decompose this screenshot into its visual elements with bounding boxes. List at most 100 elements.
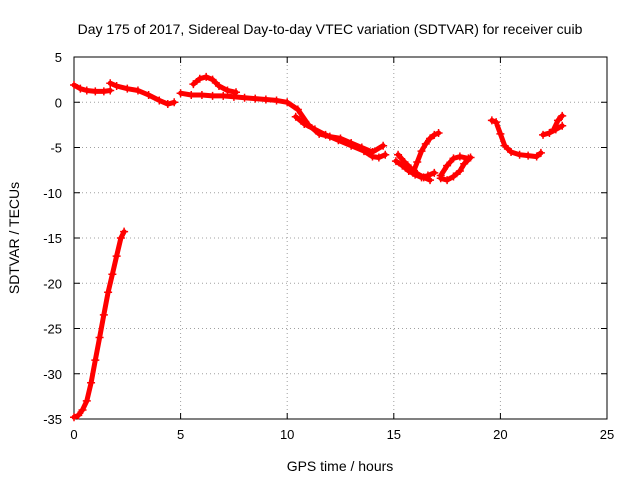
x-tick-label: 0 — [70, 427, 77, 442]
y-tick-label: -25 — [43, 322, 62, 337]
data-point — [91, 356, 100, 365]
data-point — [443, 161, 452, 170]
data-point — [430, 168, 439, 177]
data-point — [133, 86, 142, 95]
data-point — [91, 87, 100, 96]
data-point — [189, 80, 198, 89]
data-point — [123, 84, 132, 93]
data-point — [95, 333, 104, 342]
x-tick-label: 20 — [493, 427, 507, 442]
data-point — [112, 81, 121, 90]
data-point — [417, 147, 426, 156]
data-point — [515, 150, 524, 159]
data-point — [208, 91, 217, 100]
data-point — [496, 129, 505, 138]
data-point — [449, 154, 458, 163]
y-tick-label: -5 — [50, 141, 62, 156]
data-point — [202, 72, 211, 81]
data-point — [507, 148, 516, 157]
chart-title: Day 175 of 2017, Sidereal Day-to-day VTE… — [78, 21, 583, 37]
y-tick-labels: 5 0 -5 -10 -15 -20 -25 -30 -35 — [43, 50, 62, 427]
data-point — [532, 152, 541, 161]
data-point — [261, 95, 270, 104]
data-point — [436, 174, 445, 183]
data-point — [197, 91, 206, 100]
series-arc-h — [408, 129, 443, 177]
y-tick-label: -20 — [43, 276, 62, 291]
data-point — [549, 125, 558, 134]
data-point — [434, 129, 443, 138]
data-point — [487, 116, 496, 125]
data-point — [455, 167, 464, 176]
data-point — [524, 151, 533, 160]
data-point — [421, 139, 430, 148]
data-point — [82, 396, 91, 405]
data-point — [272, 96, 281, 105]
data-point — [492, 118, 501, 127]
data-point — [74, 411, 83, 420]
x-axis-title: GPS time / hours — [287, 458, 394, 474]
x-tick-label: 25 — [600, 427, 614, 442]
data-point — [500, 141, 509, 150]
data-point — [558, 121, 567, 130]
data-point — [232, 88, 241, 97]
data-point — [78, 405, 87, 414]
data-point — [400, 157, 409, 166]
data-point — [553, 116, 562, 125]
data-point — [195, 74, 204, 83]
data-point — [368, 152, 377, 161]
y-tick-label: -15 — [43, 231, 62, 246]
grid — [74, 57, 607, 419]
data-point — [99, 310, 108, 319]
data-point — [455, 152, 464, 161]
data-point — [419, 173, 428, 182]
y-tick-label: 5 — [55, 50, 62, 65]
series-arc-d — [189, 72, 241, 97]
data-point — [76, 84, 85, 93]
series-layer — [70, 72, 567, 422]
y-axis-title: SDTVAR / TECUs — [6, 182, 22, 294]
x-tick-labels: 0 5 10 15 20 25 — [70, 427, 614, 442]
y-tick-label: -30 — [43, 367, 62, 382]
y-tick-label: -35 — [43, 412, 62, 427]
data-point — [359, 147, 368, 156]
series-drop-arc — [70, 227, 129, 422]
data-point — [219, 91, 228, 100]
x-tick-label: 5 — [177, 427, 184, 442]
data-point — [223, 86, 232, 95]
data-point — [310, 125, 319, 134]
data-point — [460, 159, 469, 168]
data-point — [99, 87, 108, 96]
series-arc-j — [436, 153, 475, 185]
data-point — [208, 75, 217, 84]
data-point — [283, 98, 292, 107]
data-point — [381, 150, 390, 159]
data-point — [176, 89, 185, 98]
data-point — [558, 111, 567, 120]
series-arc-a — [70, 81, 115, 96]
series-arc-k — [487, 116, 545, 161]
data-point — [144, 91, 153, 100]
data-point — [104, 288, 113, 297]
data-point — [82, 86, 91, 95]
data-point — [70, 413, 78, 422]
data-point — [108, 270, 117, 279]
data-point — [545, 129, 554, 138]
axis-ticks — [73, 56, 608, 420]
data-point — [449, 172, 458, 181]
data-point — [391, 157, 400, 166]
data-point — [539, 130, 548, 139]
series-arc-b — [106, 79, 179, 109]
data-point — [321, 130, 330, 139]
data-point — [426, 134, 435, 143]
data-point — [394, 150, 403, 159]
data-point — [170, 98, 179, 107]
data-point — [116, 234, 125, 242]
data-point — [347, 141, 356, 150]
data-point — [112, 252, 121, 261]
data-point — [214, 81, 223, 90]
x-tick-label: 15 — [387, 427, 401, 442]
y-tick-label: 0 — [55, 95, 62, 110]
data-point — [163, 100, 172, 109]
